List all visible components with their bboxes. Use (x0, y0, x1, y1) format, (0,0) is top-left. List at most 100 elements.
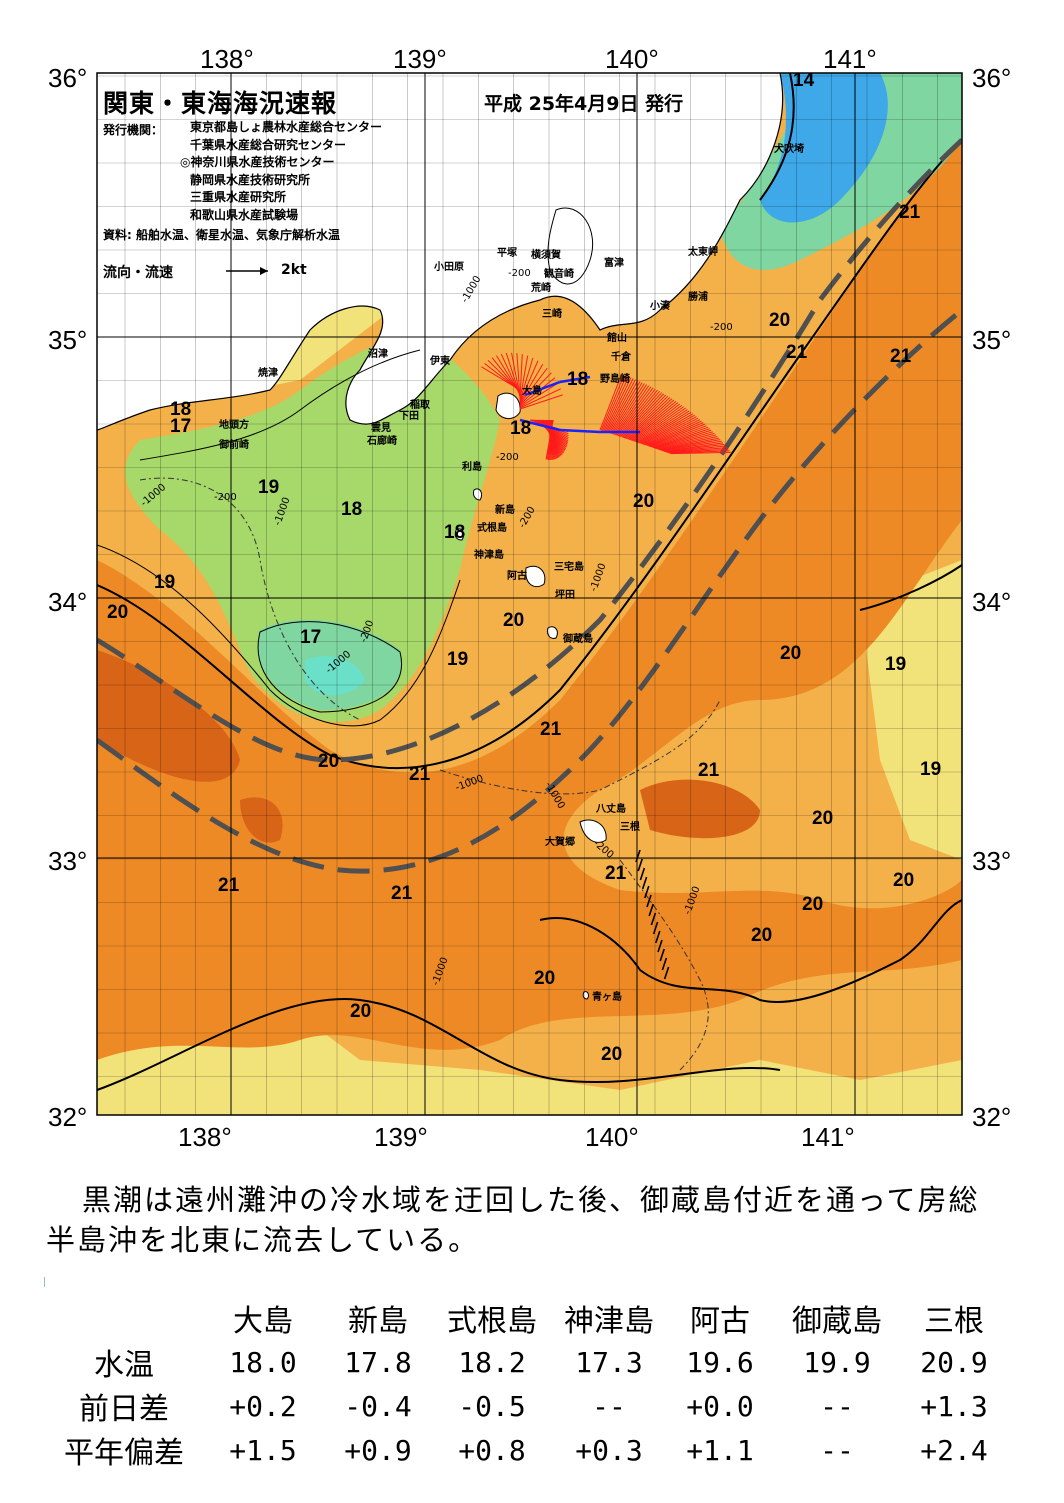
lon-label-139-top: 139° (393, 44, 447, 74)
place-label: 石廊崎 (367, 436, 397, 447)
island-oshima (495, 392, 521, 419)
current-vector (559, 428, 601, 434)
current-vector (659, 948, 665, 962)
current-vector (633, 404, 683, 442)
issue-date: 平成 25年4月9日 発行 (484, 93, 684, 115)
place-label: 三宅島 (554, 562, 584, 573)
current-vector (638, 410, 690, 444)
island-hachijo (579, 819, 607, 843)
depth-contour-1000-c (619, 859, 709, 1071)
current-vector (519, 355, 529, 401)
current-vector (653, 429, 712, 449)
current-vector (519, 357, 534, 402)
current-vector (655, 431, 714, 449)
place-label: 焼津 (258, 368, 278, 379)
observation-table: 大島 新島 式根島 神津島 阿古 御蔵島 三根 水温 18.0 17.8 18.… (44, 1296, 1006, 1472)
current-vector (524, 380, 561, 397)
current-vector (620, 391, 660, 438)
isotherm-label: 17 (170, 416, 192, 437)
lat-label-36-right: 36° (972, 63, 1012, 93)
publisher-item: ◎神奈川県水産技術センター (180, 155, 335, 169)
current-vector (519, 360, 539, 403)
isotherm-20-sw (97, 998, 781, 1091)
lon-label-141-top: 141° (823, 44, 877, 74)
current-vector (640, 413, 694, 445)
publisher-label: 発行機関： (103, 123, 164, 137)
place-label: 大賀郷 (545, 837, 575, 848)
zone-18 (125, 330, 500, 722)
current-vector (519, 363, 544, 404)
island-niijima (473, 488, 483, 501)
current-vector (609, 381, 641, 434)
table-cell: -- (592, 1389, 626, 1423)
current-vector (505, 352, 521, 397)
publisher-item: 三重県水産研究所 (190, 190, 287, 204)
map-frame (96, 72, 963, 1116)
isotherm-label: 18 (170, 399, 192, 420)
current-vector (655, 930, 661, 944)
table-cell: -0.4 (344, 1389, 412, 1423)
isotherm-label: 20 (893, 870, 915, 891)
row-header: 前日差 (79, 1392, 169, 1427)
isotherm-label: 19 (885, 654, 907, 675)
isotherm-label: 21 (890, 346, 912, 367)
place-label: 地頭方 (219, 420, 249, 431)
lat-label-34-right: 34° (972, 587, 1012, 617)
current-vector (604, 377, 632, 432)
current-vector (615, 386, 652, 436)
current-vector (658, 436, 718, 451)
lat-label-32-right: 32° (972, 1102, 1012, 1132)
isotherm-label: 21 (218, 875, 240, 896)
row-header: 平年偏差 (64, 1436, 184, 1471)
current-vector (519, 394, 563, 410)
depth-label: -200 (508, 268, 531, 279)
column-header: 大島 (233, 1304, 293, 1339)
isotherm-label: 17 (300, 627, 322, 648)
current-vector (519, 354, 523, 400)
current-vector (657, 434, 716, 450)
place-label: 大島 (522, 386, 542, 397)
isotherm-20-east (859, 564, 962, 611)
isotherm-label: 21 (540, 719, 562, 740)
place-label: 御前崎 (219, 440, 249, 451)
current-vector (612, 384, 648, 435)
table-cell: +2.4 (920, 1433, 988, 1467)
column-header: 新島 (348, 1304, 408, 1339)
current-vector (639, 411, 692, 444)
current-vector (519, 367, 548, 405)
current-vector (661, 957, 668, 971)
current-vector (637, 858, 643, 872)
place-label: 富津 (604, 258, 624, 269)
lon-label-139-bottom: 139° (374, 1122, 428, 1152)
table-cell: +0.8 (458, 1433, 526, 1467)
lat-label-33-right: 33° (972, 846, 1012, 876)
data-source: 資料: 船舶水温、衛星水温、気象庁解析水温 (103, 228, 340, 242)
current-vector (606, 379, 636, 433)
depth-label: -200 (496, 452, 519, 463)
zone-22-west (97, 650, 240, 782)
current-vector (641, 414, 695, 445)
current-vector (663, 966, 670, 980)
current-vector (613, 385, 650, 436)
isotherm-label: 20 (769, 310, 791, 331)
current-vector (622, 393, 665, 438)
current-vector (657, 939, 663, 953)
island-aogashima (582, 991, 589, 1000)
current-vector (656, 432, 715, 450)
current-vector (668, 448, 729, 454)
current-vector (648, 903, 654, 917)
isotherm-label: 18 (444, 522, 466, 543)
current-vector (642, 416, 697, 445)
table-corner (44, 1296, 204, 1340)
current-vector (662, 440, 722, 452)
place-label: 横須賀 (531, 250, 561, 261)
divider-mark (44, 1277, 45, 1287)
map-canvas (96, 72, 963, 1116)
depth-label: -200 (710, 322, 733, 333)
current-vector (519, 377, 556, 407)
isotherm-label: 20 (633, 491, 655, 512)
column-header: 式根島 (447, 1304, 537, 1339)
current-vector (661, 439, 721, 451)
isotherm-label: 21 (698, 760, 720, 781)
current-vector (646, 894, 652, 908)
